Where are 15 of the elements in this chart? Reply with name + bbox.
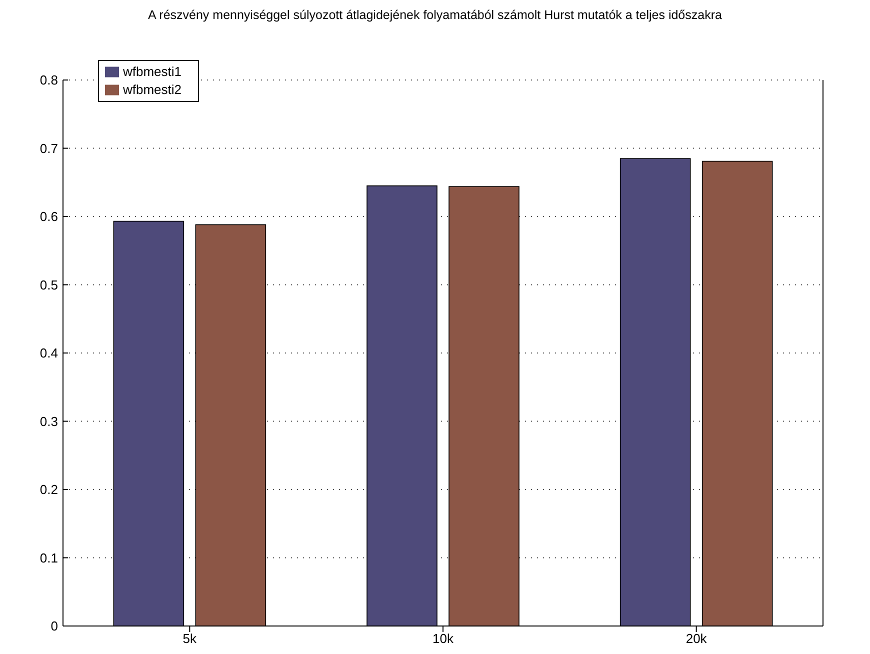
y-tick-label: 0.8 <box>40 72 58 88</box>
y-tick-label: 0.3 <box>40 414 58 429</box>
x-tick-label: 20k <box>686 631 708 646</box>
legend-label: wfbmesti2 <box>123 82 182 97</box>
x-tick-label: 5k <box>182 631 198 646</box>
y-tick-label: 0.2 <box>40 482 58 498</box>
x-tick-label: 10k <box>432 631 454 646</box>
y-tick-label: 0.6 <box>40 209 58 224</box>
y-tick-label: 0.1 <box>40 550 58 566</box>
y-tick-label: 0 <box>50 618 58 634</box>
y-tick-label: 0.5 <box>40 277 58 292</box>
chart-title: A részvény mennyiséggel súlyozott átlagidejének folyamatából számolt Hurst mutatók a teljes időszakra <box>147 8 723 24</box>
legend-label: wfbmesti1 <box>123 64 182 79</box>
y-tick-label: 0.4 <box>40 346 58 361</box>
y-tick-label: 0.7 <box>40 140 58 156</box>
